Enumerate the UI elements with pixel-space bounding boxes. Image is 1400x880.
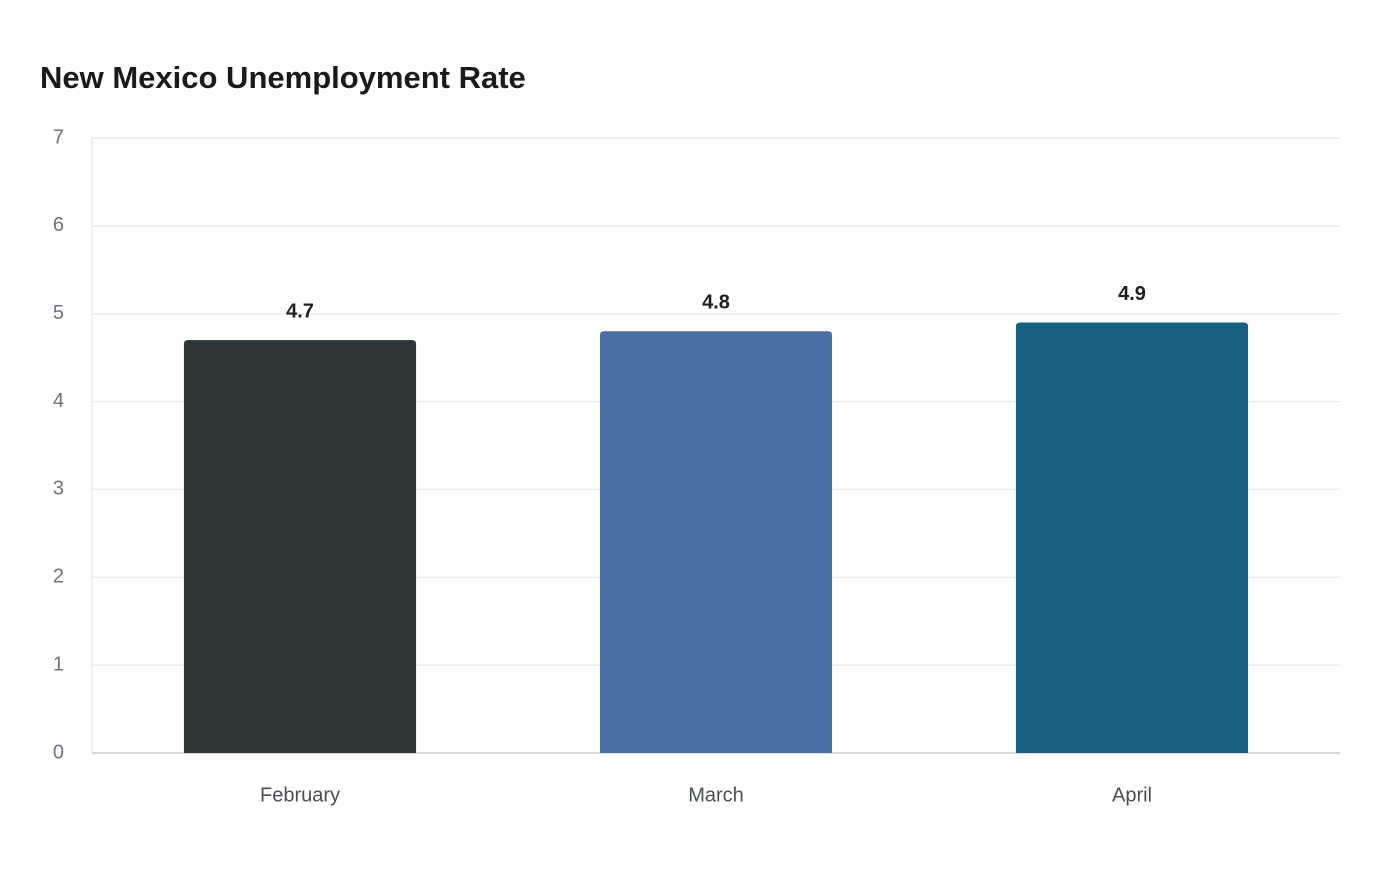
y-tick-label: 4 [53, 390, 64, 412]
value-label: 4.9 [1118, 283, 1146, 305]
chart-title: New Mexico Unemployment Rate [40, 60, 526, 95]
value-label: 4.8 [702, 292, 730, 314]
y-tick-label: 5 [53, 302, 64, 324]
y-tick-label: 0 [53, 741, 64, 763]
x-tick-label: February [260, 784, 340, 806]
y-tick-label: 7 [53, 126, 64, 148]
bar [183, 340, 417, 753]
x-tick-label: April [1112, 784, 1152, 806]
value-label: 4.7 [286, 300, 314, 322]
bar [599, 331, 833, 753]
y-tick-label: 3 [53, 478, 64, 500]
y-tick-label: 6 [53, 214, 64, 236]
y-tick-label: 1 [53, 653, 64, 675]
x-tick-label: March [688, 784, 744, 806]
bar [1015, 322, 1249, 753]
y-tick-label: 2 [53, 566, 64, 588]
